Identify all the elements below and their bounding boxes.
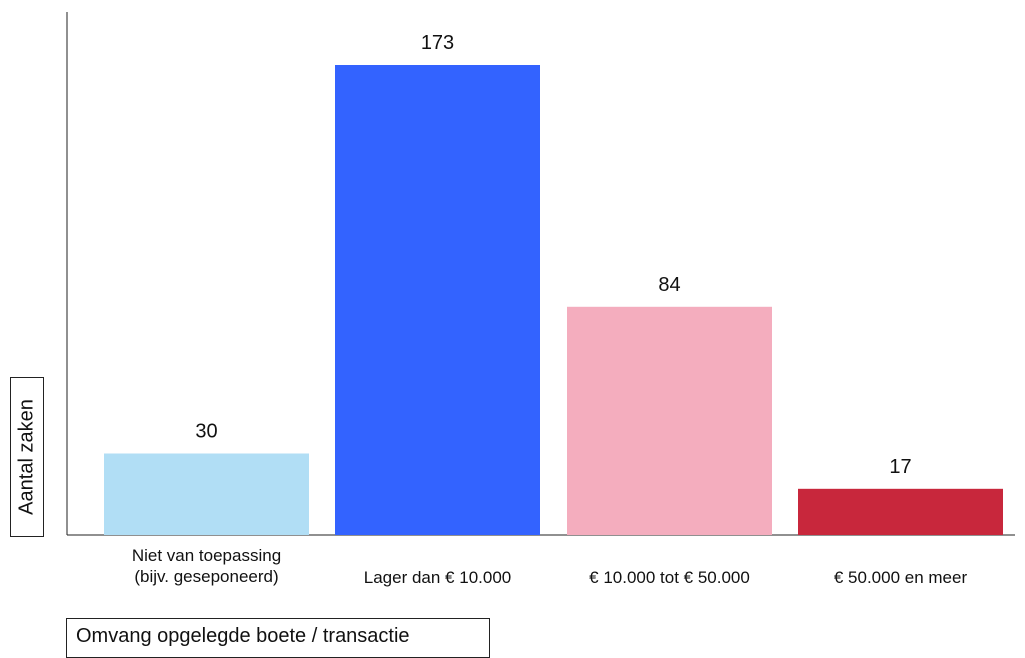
bar-3 xyxy=(567,306,772,535)
y-axis-label: Aantal zaken xyxy=(15,399,38,515)
value-label-3: 84 xyxy=(658,274,680,296)
x-tick-label-4: € 50.000 en meer xyxy=(834,568,968,587)
x-axis-label: Omvang opgelegde boete / transactie xyxy=(76,625,410,647)
value-label-1: 30 xyxy=(195,420,217,442)
y-axis-label-box: Aantal zaken xyxy=(10,377,44,537)
x-axis-label-box: Omvang opgelegde boete / transactie xyxy=(66,618,490,658)
value-label-2: 173 xyxy=(421,32,454,54)
bar-2 xyxy=(335,65,540,535)
bar-1 xyxy=(104,453,309,535)
value-label-4: 17 xyxy=(889,456,911,478)
x-tick-label-2: Lager dan € 10.000 xyxy=(364,568,511,587)
bar-4 xyxy=(798,488,1003,535)
x-tick-label-3: € 10.000 tot € 50.000 xyxy=(589,568,750,587)
x-tick-label-1: Niet van toepassing (bijv. geseponeerd) xyxy=(132,546,281,586)
